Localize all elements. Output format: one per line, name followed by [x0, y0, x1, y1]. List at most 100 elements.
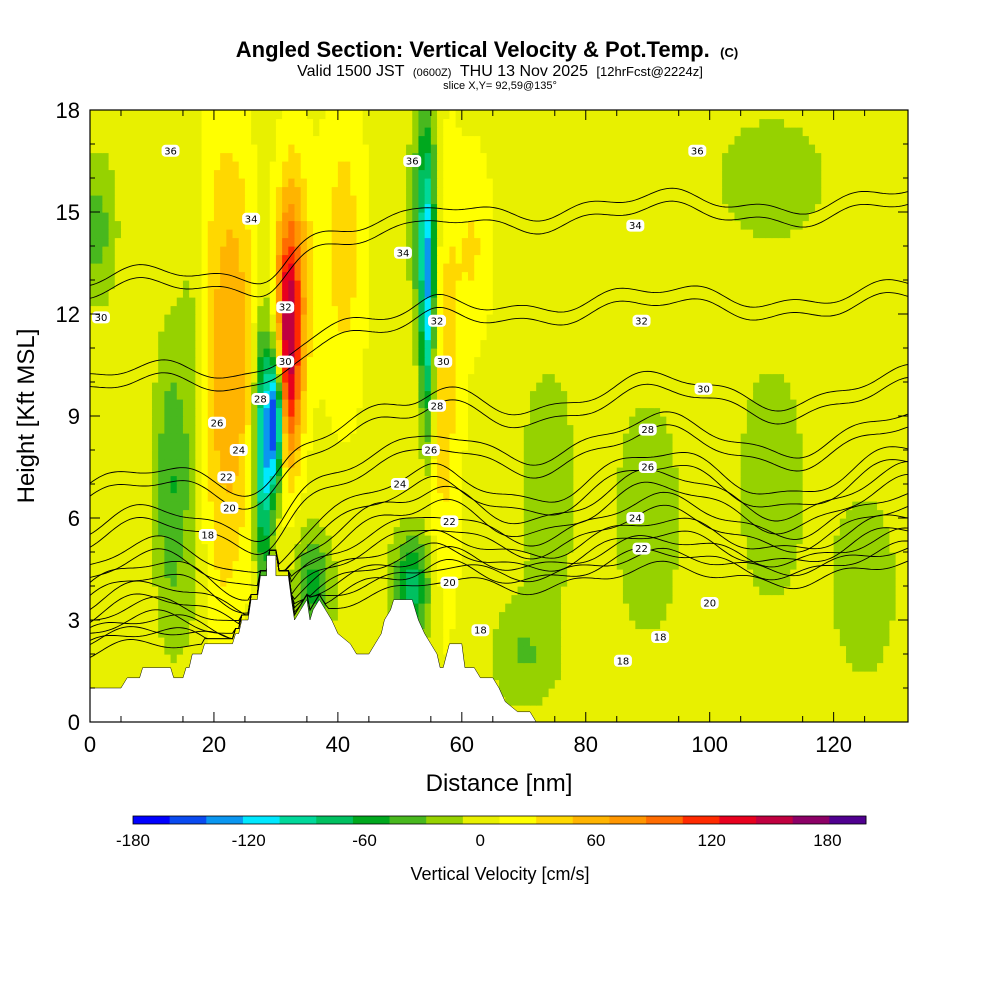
velocity-cell — [697, 484, 705, 494]
velocity-cell — [616, 645, 624, 655]
velocity-cell — [653, 671, 661, 681]
velocity-cell — [430, 416, 438, 426]
velocity-cell — [815, 543, 822, 553]
velocity-cell — [864, 458, 872, 468]
velocity-cell — [846, 450, 853, 460]
velocity-cell — [356, 586, 364, 596]
velocity-cell — [703, 501, 711, 511]
velocity-cell — [263, 518, 271, 528]
velocity-cell — [734, 688, 742, 698]
velocity-cell — [684, 501, 692, 511]
velocity-cell — [548, 628, 556, 638]
velocity-cell — [96, 560, 103, 570]
velocity-cell — [796, 484, 804, 494]
velocity-cell — [635, 535, 643, 545]
velocity-cell — [548, 713, 556, 722]
velocity-cell — [579, 637, 587, 647]
velocity-cell — [709, 654, 717, 664]
velocity-cell — [790, 671, 798, 681]
velocity-cell — [90, 586, 97, 596]
velocity-cell — [901, 475, 908, 485]
velocity-cell — [511, 552, 519, 562]
velocity-cell — [102, 620, 110, 630]
velocity-cell — [740, 475, 748, 485]
velocity-cell — [622, 688, 630, 698]
velocity-cell — [362, 535, 370, 545]
velocity-cell — [306, 603, 314, 613]
velocity-cell — [164, 467, 172, 477]
velocity-cell — [889, 424, 897, 434]
velocity-cell — [139, 475, 147, 485]
velocity-cell — [511, 475, 519, 485]
velocity-cell — [176, 560, 184, 570]
velocity-cell — [715, 611, 723, 621]
velocity-cell — [585, 586, 593, 596]
velocity-cell — [678, 594, 686, 604]
velocity-cell — [158, 475, 165, 485]
velocity-cell — [678, 654, 686, 664]
velocity-cell — [604, 713, 612, 722]
velocity-cell — [393, 569, 401, 579]
velocity-cell — [195, 484, 203, 494]
velocity-cell — [139, 654, 147, 664]
velocity-cell — [548, 586, 556, 596]
velocity-cell — [567, 569, 574, 579]
velocity-cell — [300, 458, 308, 468]
velocity-cell — [777, 671, 785, 681]
velocity-cell — [622, 577, 630, 587]
velocity-cell — [350, 526, 358, 536]
velocity-cell — [815, 433, 822, 443]
velocity-cell — [430, 407, 438, 417]
velocity-cell — [455, 586, 463, 596]
velocity-cell — [294, 509, 302, 519]
velocity-cell — [833, 577, 841, 587]
velocity-cell — [833, 535, 841, 545]
velocity-cell — [461, 569, 469, 579]
velocity-cell — [90, 484, 97, 494]
velocity-cell — [678, 628, 686, 638]
velocity-cell — [554, 671, 562, 681]
velocity-cell — [573, 535, 581, 545]
velocity-cell — [399, 441, 407, 451]
velocity-cell — [585, 509, 593, 519]
velocity-cell — [839, 569, 847, 579]
velocity-cell — [313, 475, 320, 485]
velocity-cell — [486, 467, 494, 477]
velocity-cell — [474, 475, 482, 485]
velocity-cell — [554, 603, 562, 613]
velocity-cell — [139, 628, 147, 638]
velocity-cell — [765, 424, 773, 434]
velocity-cell — [598, 424, 605, 434]
velocity-cell — [529, 416, 537, 426]
velocity-cell — [846, 535, 853, 545]
velocity-cell — [139, 424, 147, 434]
velocity-cell — [635, 458, 643, 468]
velocity-cell — [784, 441, 791, 451]
velocity-cell — [399, 467, 407, 477]
velocity-cell — [740, 603, 748, 613]
velocity-cell — [189, 509, 196, 519]
velocity-cell — [536, 543, 543, 553]
velocity-cell — [895, 611, 903, 621]
velocity-cell — [331, 594, 339, 604]
velocity-cell — [722, 628, 729, 638]
velocity-cell — [579, 688, 587, 698]
velocity-cell — [368, 611, 376, 621]
velocity-cell — [517, 696, 525, 706]
velocity-cell — [858, 509, 866, 519]
velocity-cell — [889, 458, 897, 468]
velocity-cell — [251, 535, 258, 545]
velocity-cell — [108, 594, 116, 604]
velocity-cell — [226, 560, 234, 570]
velocity-cell — [579, 671, 587, 681]
velocity-cell — [765, 594, 773, 604]
velocity-cell — [697, 603, 705, 613]
velocity-cell — [740, 637, 748, 647]
velocity-cell — [108, 518, 116, 528]
velocity-cell — [368, 535, 376, 545]
velocity-cell — [728, 654, 736, 664]
velocity-cell — [610, 577, 618, 587]
velocity-cell — [629, 696, 636, 706]
velocity-cell — [282, 535, 289, 545]
velocity-cell — [443, 424, 451, 434]
